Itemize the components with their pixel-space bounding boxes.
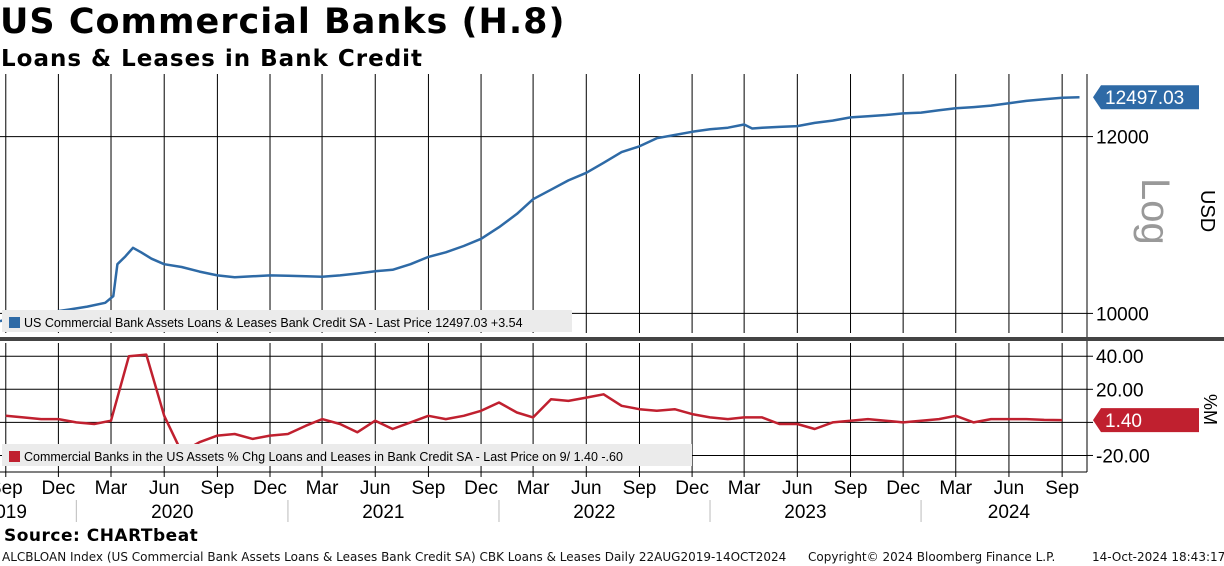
x-tick-label-month: Dec	[464, 478, 498, 499]
legend-lower: Commercial Banks in the US Assets % Chg …	[24, 450, 623, 464]
x-tick-label-month: Jun	[571, 478, 602, 499]
x-tick-label-year: 2024	[988, 502, 1031, 523]
legend-upper-swatch	[9, 317, 20, 328]
legend-upper-bg	[2, 310, 572, 332]
last-value-tag-lower: 1.40	[1105, 411, 1142, 432]
x-tick-label-year: 2023	[784, 502, 826, 523]
last-value-tag-upper: 12497.03	[1105, 88, 1184, 109]
page-subtitle: Loans & Leases in Bank Credit	[1, 46, 424, 72]
x-tick-label-month: Mar	[728, 478, 761, 499]
footer-timestamp: 14-Oct-2024 18:43:17	[1092, 550, 1224, 564]
x-tick-label-month: Mar	[517, 478, 550, 499]
y-tick-label-lower: 20.00	[1096, 380, 1144, 401]
y-tick-label-upper: 10000	[1096, 304, 1149, 325]
x-tick-label-month: Dec	[253, 478, 287, 499]
x-tick-label-month: Jun	[994, 478, 1025, 499]
x-tick-label-month: Sep	[0, 478, 23, 499]
x-tick-label-month: Mar	[95, 478, 128, 499]
x-tick-label-month: Sep	[834, 478, 868, 499]
last-value-tag-lower-bg	[1093, 408, 1199, 433]
x-tick-label-month: Sep	[1045, 478, 1079, 499]
scale-label-log: Log	[1133, 178, 1177, 245]
y-axis-label-lower: %M	[1200, 394, 1220, 425]
panel-divider	[0, 337, 1224, 341]
x-tick-label-month: Jun	[782, 478, 813, 499]
x-tick-label-month: Jun	[149, 478, 180, 499]
legend-lower-bg	[2, 444, 692, 466]
x-tick-label-month: Sep	[200, 478, 234, 499]
y-tick-label-lower: -20.00	[1096, 446, 1150, 467]
source-label: Source: CHARTbeat	[4, 526, 199, 546]
legend-lower-swatch	[9, 451, 20, 462]
x-tick-label-month: Dec	[886, 478, 920, 499]
x-tick-label-year: 2020	[151, 502, 193, 523]
y-tick-label-upper: 12000	[1096, 128, 1149, 149]
x-tick-label-month: Dec	[675, 478, 709, 499]
last-value-tag-upper-bg	[1093, 85, 1199, 110]
legend-upper: US Commercial Bank Assets Loans & Leases…	[24, 316, 523, 330]
x-tick-label-month: Sep	[623, 478, 657, 499]
footer-copyright: Copyright© 2024 Bloomberg Finance L.P.	[808, 550, 1056, 564]
x-tick-label-month: Sep	[412, 478, 446, 499]
x-tick-label-year: 2021	[362, 502, 404, 523]
page-title: US Commercial Banks (H.8)	[0, 2, 566, 42]
x-tick-label-month: Jun	[360, 478, 391, 499]
series-line-loans-leases	[0, 95, 1080, 323]
x-tick-label-month: Mar	[306, 478, 339, 499]
y-tick-label-lower: 40.00	[1096, 347, 1144, 368]
x-tick-label-month: Mar	[939, 478, 972, 499]
footer-index-description: ALCBLOAN Index (US Commercial Bank Asset…	[2, 550, 787, 564]
x-tick-label-year: 2022	[573, 502, 615, 523]
y-axis-label-upper: USD	[1196, 190, 1218, 232]
x-tick-label-year: 2019	[0, 502, 27, 523]
x-tick-label-month: Dec	[41, 478, 75, 499]
